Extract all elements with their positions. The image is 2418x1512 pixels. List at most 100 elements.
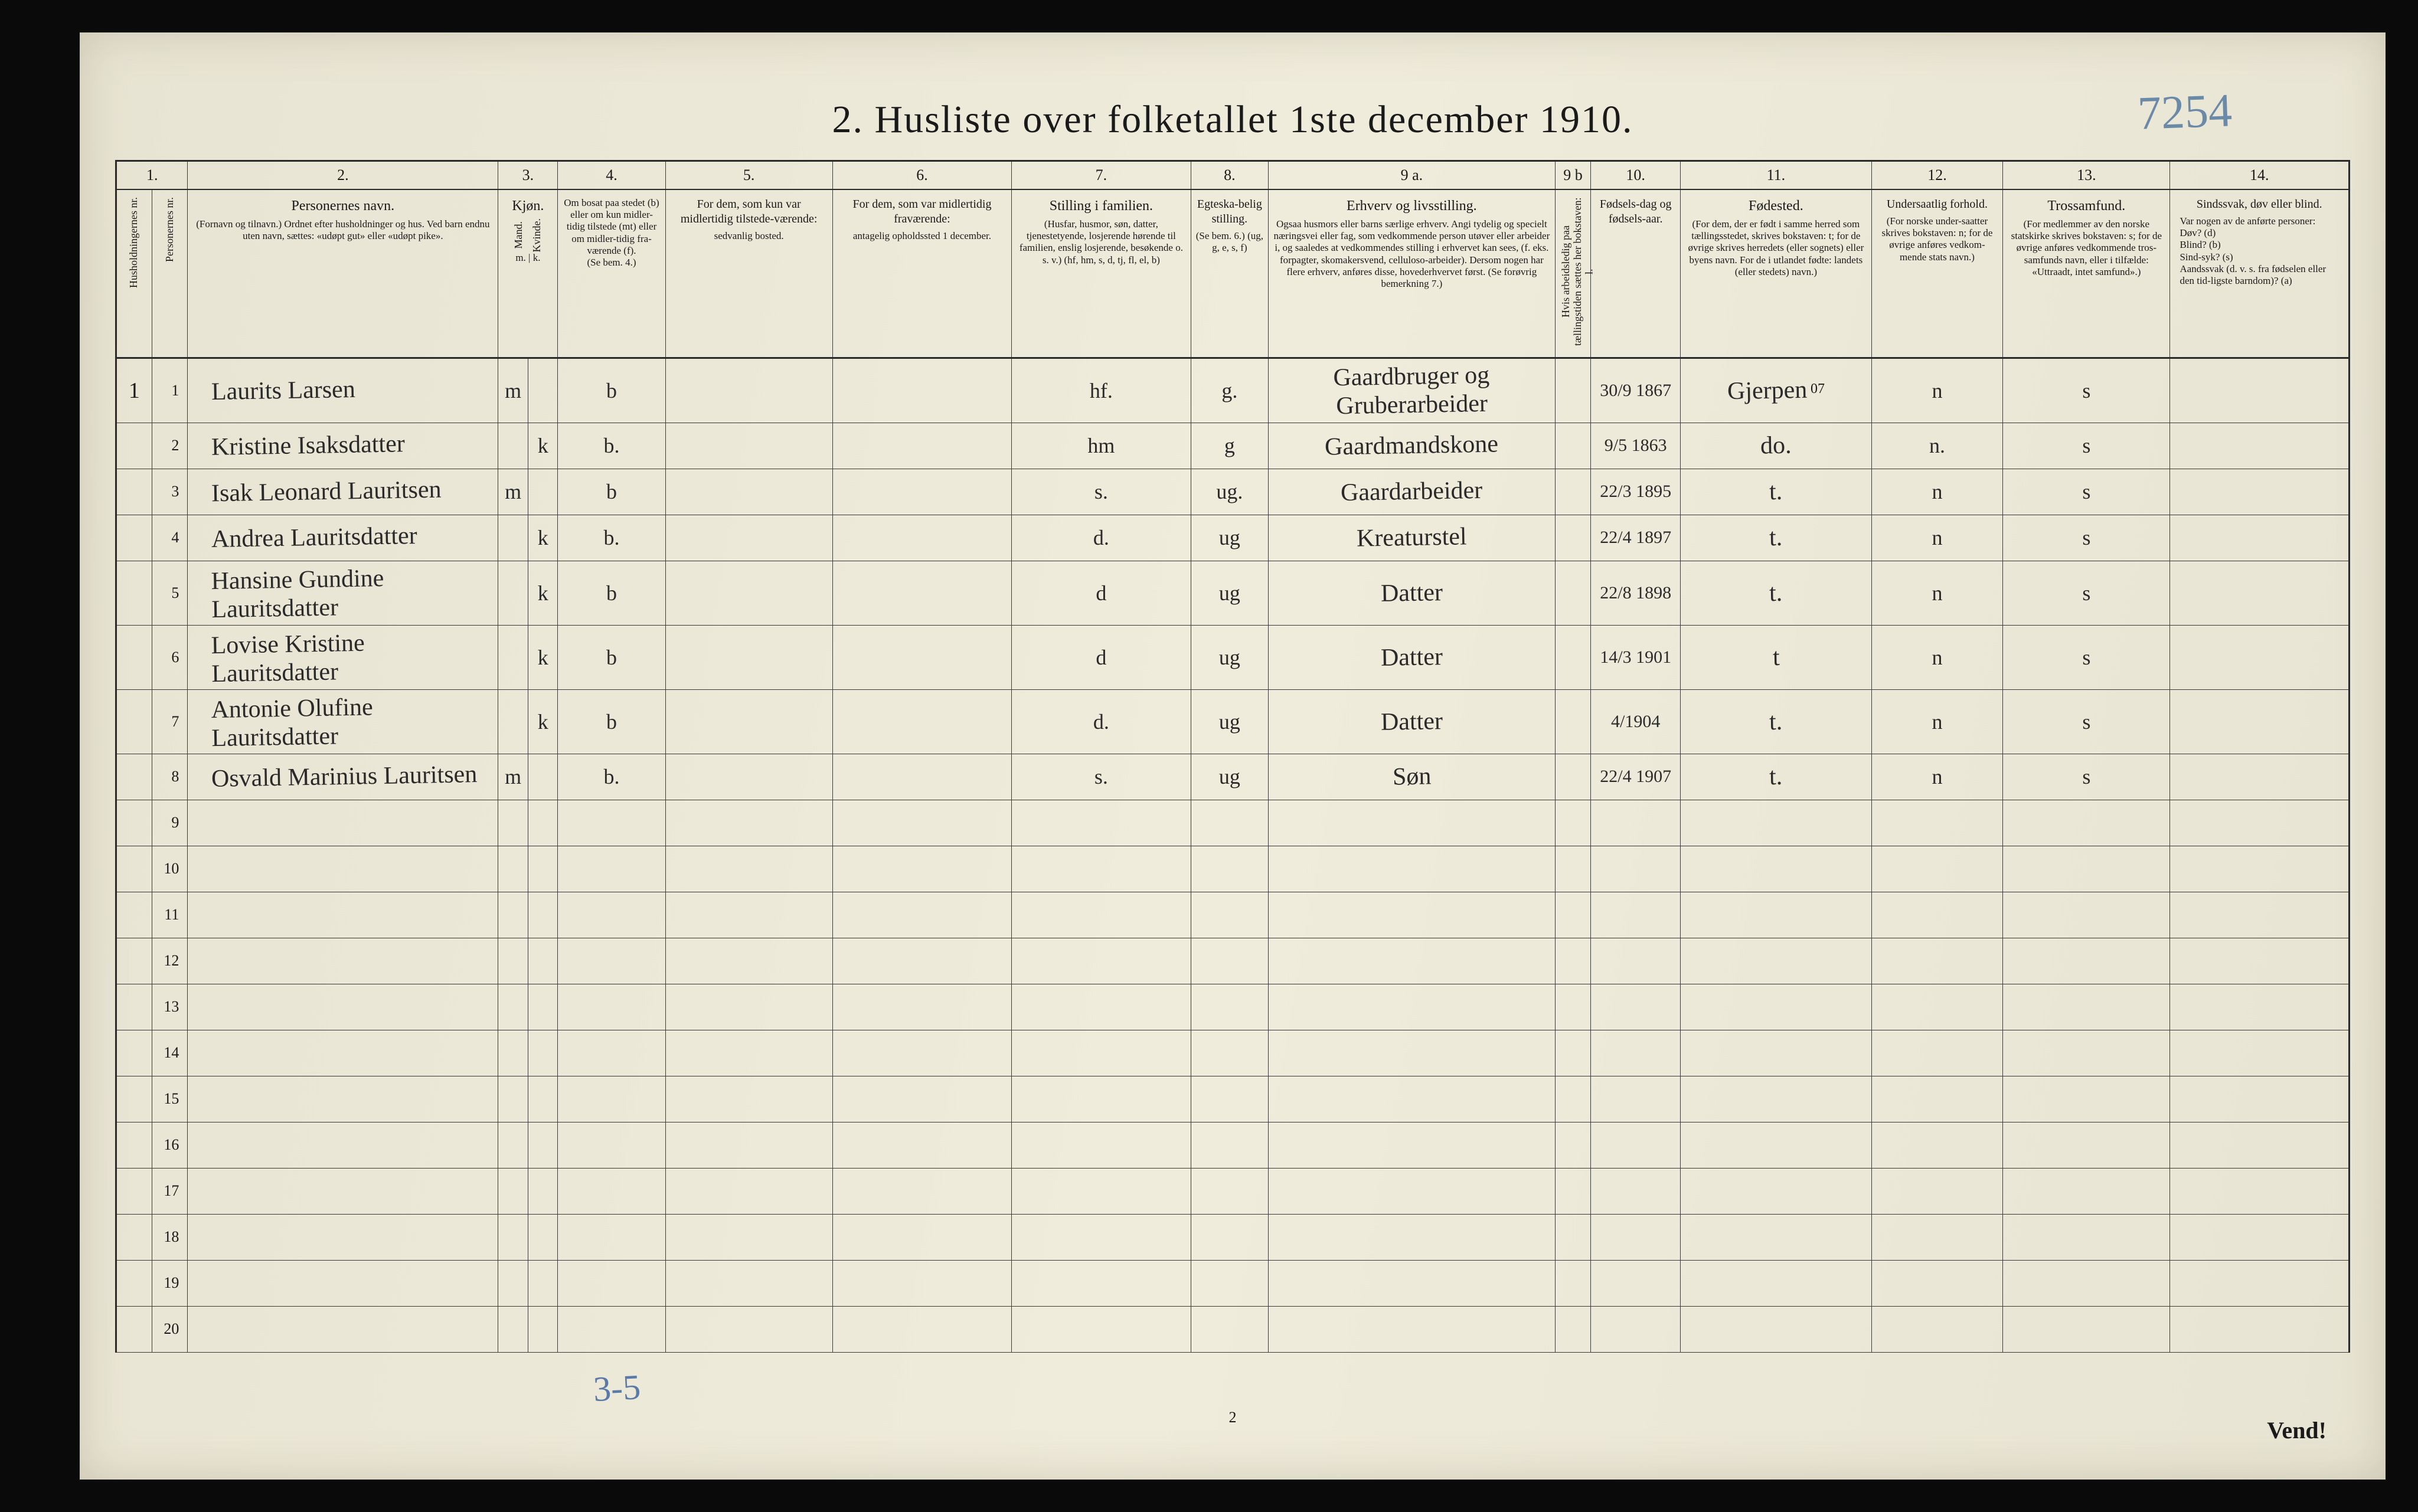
cell-birthplace: t. xyxy=(1681,561,1872,625)
cell-empty xyxy=(2170,892,2350,938)
colnum-10: 10. xyxy=(1591,161,1681,189)
cell-empty xyxy=(2003,800,2170,846)
cell-empty xyxy=(1871,1260,2003,1306)
cell-empty xyxy=(498,800,528,846)
cell-empty xyxy=(1012,1122,1191,1168)
cell-empty xyxy=(1591,984,1681,1030)
cell-empty xyxy=(498,1122,528,1168)
cell-name: Isak Leonard Lauritsen xyxy=(188,469,498,515)
birthplace-annotation: 07 xyxy=(1811,381,1825,397)
cell-pn: 15 xyxy=(152,1076,188,1122)
cell-hh xyxy=(116,1076,152,1122)
cell-sex-k: k xyxy=(528,625,558,689)
hdr-hh-nr-text: Husholdningernes nr. xyxy=(128,197,140,288)
cell-family-pos: s. xyxy=(1012,469,1191,515)
cell-empty xyxy=(665,1260,832,1306)
cell-disability xyxy=(2170,515,2350,561)
cell-unemployed xyxy=(1555,515,1591,561)
cell-empty xyxy=(528,892,558,938)
cell-hh xyxy=(116,423,152,469)
table-row-empty: 19 xyxy=(116,1260,2350,1306)
colnum-2: 2. xyxy=(188,161,498,189)
cell-temp-absent xyxy=(832,689,1011,754)
cell-empty xyxy=(188,800,498,846)
cell-empty xyxy=(2170,1122,2350,1168)
cell-pn: 3 xyxy=(152,469,188,515)
cell-pn: 16 xyxy=(152,1122,188,1168)
cell-empty xyxy=(832,938,1011,984)
hdr-marital-main: Egteska-belig stilling. xyxy=(1196,197,1263,227)
cell-empty xyxy=(1555,984,1591,1030)
cell-empty xyxy=(2003,1214,2170,1260)
cell-birthplace: do. xyxy=(1681,423,1872,469)
hdr-occupation-main: Erhverv og livsstilling. xyxy=(1273,197,1550,215)
cell-empty xyxy=(498,892,528,938)
cell-temp-absent xyxy=(832,561,1011,625)
cell-empty xyxy=(832,1214,1011,1260)
cell-empty xyxy=(188,846,498,892)
cell-hh xyxy=(116,625,152,689)
cell-empty xyxy=(832,1030,1011,1076)
cell-empty xyxy=(1269,1122,1556,1168)
cell-temp-absent xyxy=(832,515,1011,561)
hdr-disability-sub: Var nogen av de anførte personer: Døv? (… xyxy=(2175,215,2344,287)
table-row: 2Kristine Isaksdatterkb.hmgGaardmandskon… xyxy=(116,423,2350,469)
cell-empty xyxy=(1591,1260,1681,1306)
cell-empty xyxy=(2003,1122,2170,1168)
bottom-handwritten-note: 3-5 xyxy=(592,1367,641,1410)
cell-empty xyxy=(2170,1168,2350,1214)
cell-empty xyxy=(1269,846,1556,892)
cell-pn: 6 xyxy=(152,625,188,689)
cell-empty xyxy=(1681,1260,1872,1306)
cell-empty xyxy=(528,938,558,984)
cell-empty xyxy=(1555,1168,1591,1214)
cell-empty xyxy=(188,892,498,938)
cell-empty xyxy=(1871,846,2003,892)
cell-sex-k xyxy=(528,358,558,423)
hdr-nationality: Undersaatlig forhold. (For norske under-… xyxy=(1871,189,2003,358)
cell-empty xyxy=(498,1306,528,1352)
cell-empty xyxy=(528,1122,558,1168)
cell-empty xyxy=(665,938,832,984)
hdr-sex: Kjøn. Mand. Kvinde. m. | k. xyxy=(498,189,558,358)
cell-empty xyxy=(558,984,665,1030)
cell-religion: s xyxy=(2003,358,2170,423)
cell-empty xyxy=(1555,1260,1591,1306)
hdr-nationality-main: Undersaatlig forhold. xyxy=(1877,197,1998,212)
cell-empty xyxy=(558,1260,665,1306)
hdr-dob-main: Fødsels-dag og fødsels-aar. xyxy=(1596,197,1675,227)
cell-unemployed xyxy=(1555,469,1591,515)
cell-nationality: n. xyxy=(1871,423,2003,469)
cell-empty xyxy=(528,800,558,846)
hdr-occupation: Erhverv og livsstilling. Ogsaa husmors e… xyxy=(1269,189,1556,358)
cell-empty xyxy=(558,892,665,938)
cell-empty xyxy=(1191,1214,1268,1260)
bottom-page-number: 2 xyxy=(1229,1409,1237,1426)
cell-residence: b xyxy=(558,625,665,689)
cell-hh xyxy=(116,689,152,754)
cell-empty xyxy=(1191,984,1268,1030)
cell-empty xyxy=(1681,846,1872,892)
table-head: 1. 2. 3. 4. 5. 6. 7. 8. 9 a. 9 b 10. 11.… xyxy=(116,161,2350,358)
handwritten-code: 7254 xyxy=(2136,84,2233,141)
cell-empty xyxy=(1681,984,1872,1030)
cell-sex-m: m xyxy=(498,469,528,515)
cell-empty xyxy=(1871,1168,2003,1214)
cell-empty xyxy=(1191,892,1268,938)
hdr-family-pos-sub: (Husfar, husmor, søn, datter, tjenestety… xyxy=(1017,218,1185,267)
cell-empty xyxy=(1591,800,1681,846)
cell-empty xyxy=(2003,938,2170,984)
cell-birthplace: t. xyxy=(1681,689,1872,754)
cell-empty xyxy=(2003,1030,2170,1076)
cell-empty xyxy=(2170,1260,2350,1306)
cell-empty xyxy=(1591,892,1681,938)
cell-empty xyxy=(1191,1306,1268,1352)
cell-occupation: Gaardbruger og Gruberarbeider xyxy=(1269,358,1556,423)
cell-residence: b xyxy=(558,689,665,754)
cell-birthplace: t xyxy=(1681,625,1872,689)
hdr-sex-main: Kjøn. xyxy=(503,197,553,215)
cell-empty xyxy=(1555,938,1591,984)
table-row-empty: 9 xyxy=(116,800,2350,846)
cell-empty xyxy=(665,1168,832,1214)
cell-temp-present xyxy=(665,515,832,561)
